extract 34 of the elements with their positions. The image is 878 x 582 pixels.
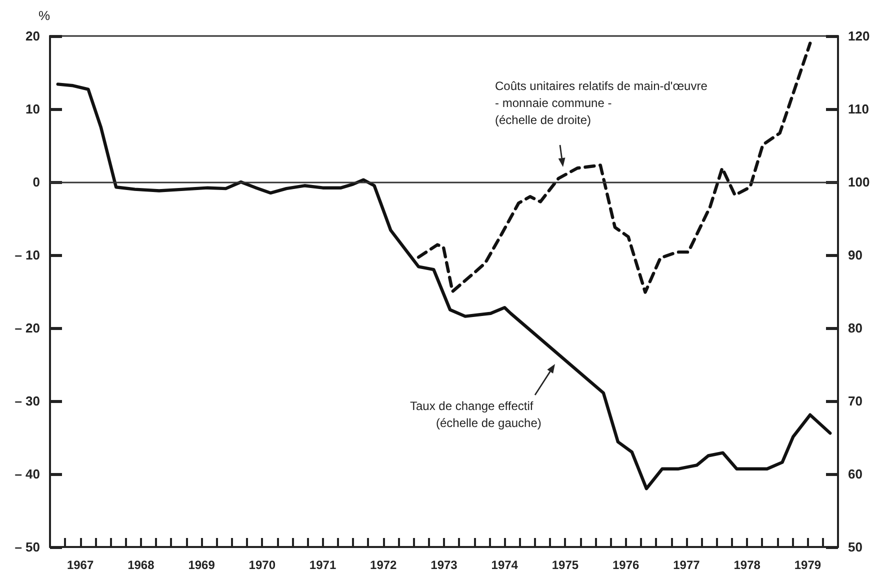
- y-tick-label: 10: [26, 102, 40, 116]
- x-tick-label: 1971: [309, 558, 336, 572]
- x-tick-label: 1975: [552, 558, 579, 572]
- x-tick-label: 1968: [128, 558, 155, 572]
- x-tick-label: 1973: [430, 558, 458, 572]
- y2-tick-label: 120: [848, 28, 870, 44]
- x-tick-label: 1978: [734, 558, 761, 572]
- y-tick-label: 0: [32, 174, 40, 190]
- y2-tick-label: 60: [848, 466, 862, 482]
- y-axis-title: %: [38, 8, 50, 23]
- annotation: Taux de change effectif (échelle de gauche): [410, 399, 542, 430]
- y2-tick-label: 80: [848, 320, 862, 336]
- y-tick-label: 20: [26, 28, 40, 44]
- x-tick-label: 1979: [794, 558, 822, 572]
- y2-tick-label: 110: [848, 102, 869, 116]
- x-tick-label: 1972: [370, 558, 398, 572]
- y2-tick-label: 100: [848, 174, 870, 190]
- y-tick-label: – 10: [14, 248, 40, 262]
- y-tick-label: – 50: [14, 540, 40, 554]
- line-series: [56, 82, 832, 490]
- x-tick-label: 1976: [612, 558, 640, 572]
- y2-tick-label: 90: [848, 248, 862, 262]
- y-tick-label: – 40: [14, 466, 40, 482]
- x-tick-label: 1977: [673, 558, 700, 572]
- x-tick-label: 1969: [188, 558, 216, 572]
- y2-tick-label: 50: [848, 540, 862, 554]
- x-tick-label: 1967: [66, 558, 94, 572]
- annotation: Coûts unitaires relatifs de main-d'œuvre - monnaie commune - (échelle de droite): [495, 79, 708, 127]
- y-tick-label: – 20: [14, 320, 40, 336]
- x-tick-label: 1974: [491, 558, 518, 572]
- line-series: [416, 42, 812, 294]
- y2-tick-label: 70: [848, 394, 862, 408]
- y-tick-label: – 30: [14, 394, 40, 408]
- x-tick-label: 1970: [248, 558, 276, 572]
